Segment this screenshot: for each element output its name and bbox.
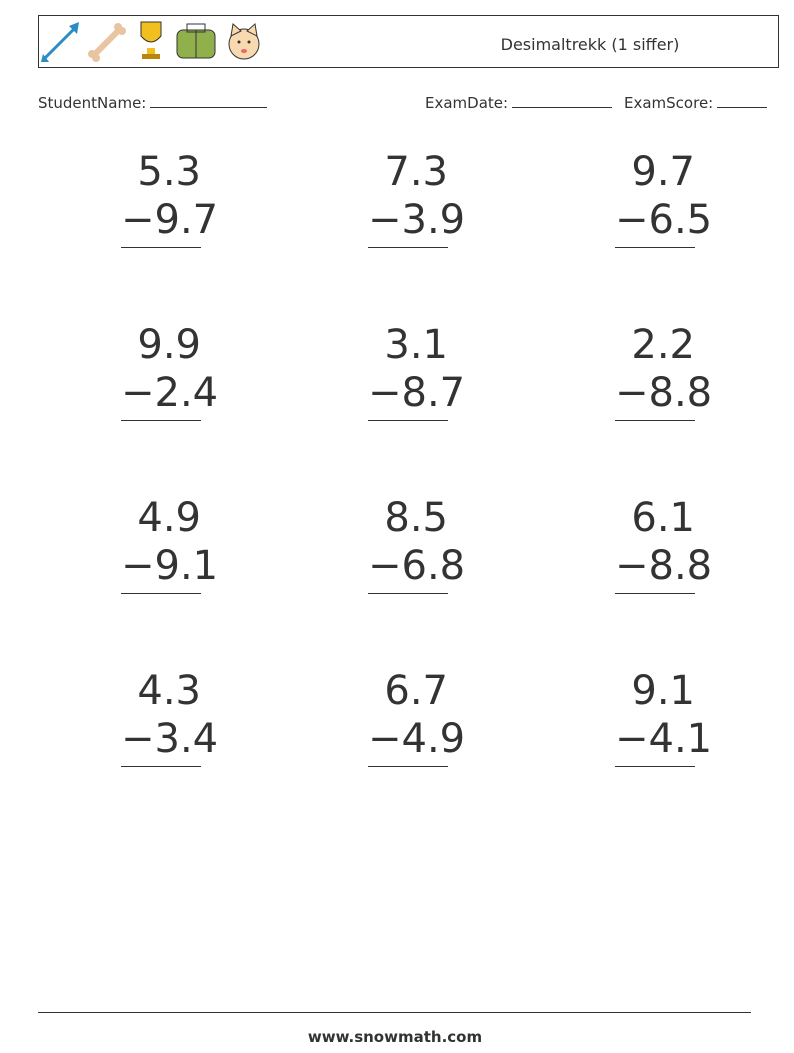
bottom-number: −4.1 — [615, 716, 713, 762]
bottom-number: −6.8 — [368, 543, 466, 589]
problem: 7.3 −3.9 — [368, 148, 466, 248]
problem: 4.9 −9.1 — [121, 494, 219, 594]
top-number: 6.7 — [384, 668, 448, 714]
bone-icon — [88, 23, 126, 62]
blank — [512, 93, 613, 108]
problem: 6.7 −4.9 — [368, 667, 466, 767]
bottom-number: −3.9 — [368, 197, 466, 243]
top-number: 9.7 — [631, 149, 695, 195]
top-number: 7.3 — [384, 149, 448, 195]
problem: 2.2 −8.8 — [615, 321, 713, 421]
problem: 8.5 −6.8 — [368, 494, 466, 594]
bottom-number: −8.8 — [615, 370, 713, 416]
answer-line — [121, 247, 201, 248]
bottom-number: −8.8 — [615, 543, 713, 589]
top-number: 8.5 — [384, 495, 448, 541]
answer-line — [121, 420, 201, 421]
problem: 4.3 −3.4 — [121, 667, 219, 767]
header-box — [38, 15, 779, 68]
blank — [150, 93, 268, 108]
answer-line — [368, 420, 448, 421]
top-number: 9.1 — [631, 668, 695, 714]
top-number: 4.3 — [137, 668, 201, 714]
problem: 9.9 −2.4 — [121, 321, 219, 421]
top-number: 3.1 — [384, 322, 448, 368]
student-name-field: StudentName: — [38, 93, 268, 112]
blank — [717, 93, 768, 108]
bottom-number: −9.1 — [121, 543, 219, 589]
answer-line — [121, 593, 201, 594]
answer-line — [615, 766, 695, 767]
fish-icon — [41, 22, 79, 62]
problem: 5.3 −9.7 — [121, 148, 219, 248]
header-icons — [41, 21, 260, 62]
answer-line — [368, 766, 448, 767]
answer-line — [368, 593, 448, 594]
bottom-number: −8.7 — [368, 370, 466, 416]
footer: www.snowmath.com — [307, 1028, 483, 1046]
cat-icon — [228, 23, 260, 60]
footer-rule — [38, 1012, 751, 1013]
bottom-number: −4.9 — [368, 716, 466, 762]
top-number: 9.9 — [137, 322, 201, 368]
trophy-icon — [140, 21, 162, 59]
answer-line — [368, 247, 448, 248]
problem: 9.1 −4.1 — [615, 667, 713, 767]
exam-date-field: ExamDate: — [425, 93, 613, 112]
bag-icon — [176, 23, 216, 59]
label: ExamDate: — [425, 94, 509, 112]
answer-line — [121, 766, 201, 767]
top-number: 4.9 — [137, 495, 201, 541]
bottom-number: −6.5 — [615, 197, 713, 243]
answer-line — [615, 593, 695, 594]
answer-line — [615, 420, 695, 421]
exam-score-field: ExamScore: — [624, 93, 768, 112]
problem: 3.1 −8.7 — [368, 321, 466, 421]
bottom-number: −9.7 — [121, 197, 219, 243]
bottom-number: −2.4 — [121, 370, 219, 416]
label: ExamScore: — [624, 94, 714, 112]
answer-line — [615, 247, 695, 248]
label: StudentName: — [38, 94, 147, 112]
top-number: 2.2 — [631, 322, 695, 368]
problem: 6.1 −8.8 — [615, 494, 713, 594]
top-number: 5.3 — [137, 149, 201, 195]
bottom-number: −3.4 — [121, 716, 219, 762]
title: Desimaltrekk (1 siffer) — [500, 35, 680, 54]
top-number: 6.1 — [631, 495, 695, 541]
problem: 9.7 −6.5 — [615, 148, 713, 248]
